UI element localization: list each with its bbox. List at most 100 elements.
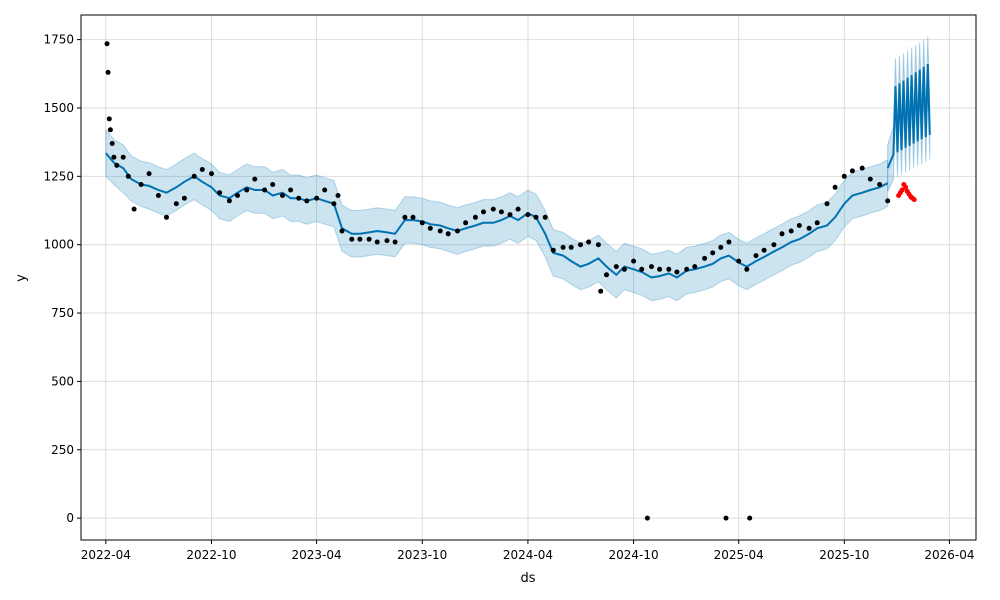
plot-frame xyxy=(80,14,977,541)
observed-point xyxy=(235,193,240,198)
observed-point xyxy=(542,214,548,220)
observed-point xyxy=(718,244,724,250)
observed-point xyxy=(481,209,486,215)
x-tick-label: 2025-04 xyxy=(714,548,764,562)
observed-point xyxy=(841,173,847,179)
observed-point xyxy=(349,236,355,242)
observed-point xyxy=(107,127,113,133)
observed-point xyxy=(262,187,268,193)
observed-point xyxy=(753,253,759,259)
x-tick-label: 2024-04 xyxy=(503,548,553,562)
observed-point xyxy=(304,198,310,204)
observed-point xyxy=(639,266,645,272)
observed-point xyxy=(296,195,302,201)
observed-point xyxy=(578,242,583,248)
observed-point xyxy=(726,239,732,245)
observed-point xyxy=(437,228,443,234)
observed-point xyxy=(217,190,223,196)
observed-point xyxy=(270,182,276,187)
observed-point xyxy=(849,168,855,174)
observed-point xyxy=(252,176,258,182)
future-actual-points xyxy=(896,182,917,203)
observed-point xyxy=(472,214,478,220)
observed-point xyxy=(867,176,873,182)
observed-point xyxy=(885,198,891,204)
observed-point xyxy=(604,272,609,278)
observed-point xyxy=(226,198,232,204)
x-axis-ticks: 2022-04 2022-10 2023-04 2023-10 2024-04 2024-… xyxy=(81,540,975,562)
observed-point xyxy=(595,242,601,248)
observed-point xyxy=(335,193,341,198)
observed-point xyxy=(490,206,496,212)
observed-point xyxy=(209,171,214,177)
observed-point xyxy=(824,201,830,207)
observed-point xyxy=(814,220,820,226)
x-tick-label: 2024-10 xyxy=(609,548,659,562)
observed-point xyxy=(104,41,110,47)
observed-point xyxy=(445,231,451,237)
x-tick-label: 2026-04 xyxy=(924,548,974,562)
observed-point xyxy=(674,269,680,275)
observed-point xyxy=(533,214,539,220)
observed-point xyxy=(366,236,372,242)
observed-point xyxy=(244,187,250,193)
observed-point xyxy=(684,266,690,272)
observed-point xyxy=(105,69,111,75)
observed-point xyxy=(109,141,115,146)
observed-point xyxy=(384,238,390,244)
observed-point xyxy=(374,239,380,245)
x-tick-label: 2023-04 xyxy=(292,548,342,562)
observed-point xyxy=(692,264,698,270)
observed-point xyxy=(120,154,126,160)
observed-point xyxy=(644,515,650,521)
observed-point xyxy=(666,266,672,272)
observed-point xyxy=(744,266,750,272)
observed-point xyxy=(106,116,112,122)
y-tick-label: 1500 xyxy=(43,101,74,115)
observed-point xyxy=(392,239,398,245)
observed-point xyxy=(146,171,152,177)
observed-point xyxy=(498,209,504,215)
y-tick-label: 500 xyxy=(51,374,74,388)
x-axis-label: ds xyxy=(520,571,535,586)
x-tick-label: 2025-10 xyxy=(819,548,869,562)
observed-point xyxy=(199,167,205,172)
observed-point xyxy=(463,220,469,226)
y-tick-label: 750 xyxy=(51,306,74,320)
observed-point xyxy=(280,193,285,198)
observed-point xyxy=(771,242,777,248)
observed-point xyxy=(111,154,117,160)
observed-point xyxy=(331,201,337,207)
y-tick-label: 1750 xyxy=(43,33,74,47)
observed-point xyxy=(339,228,345,234)
observed-point xyxy=(410,214,416,220)
uncertainty-band xyxy=(105,128,889,302)
observed-point xyxy=(723,515,729,521)
observed-point xyxy=(859,165,865,171)
forecast-future-region xyxy=(886,36,931,192)
observed-point xyxy=(806,225,812,231)
future-actual-point xyxy=(899,187,905,193)
observed-point xyxy=(621,266,627,272)
observed-point xyxy=(138,182,144,187)
observed-point xyxy=(288,187,294,193)
x-tick-label: 2023-10 xyxy=(397,548,447,562)
observed-point xyxy=(598,288,604,294)
observed-point xyxy=(832,184,838,190)
observed-point xyxy=(736,258,742,264)
observed-point xyxy=(191,173,197,179)
observed-point xyxy=(525,212,531,218)
y-tick-label: 0 xyxy=(66,511,74,525)
observed-point xyxy=(322,187,328,193)
observed-point xyxy=(314,195,320,201)
observed-point xyxy=(131,206,137,212)
observed-point xyxy=(779,231,785,237)
observed-point xyxy=(455,228,460,234)
observed-point xyxy=(164,214,169,220)
grid xyxy=(81,15,976,540)
observed-point xyxy=(125,173,131,179)
observed-point xyxy=(568,244,574,250)
x-tick-label: 2022-10 xyxy=(186,548,236,562)
